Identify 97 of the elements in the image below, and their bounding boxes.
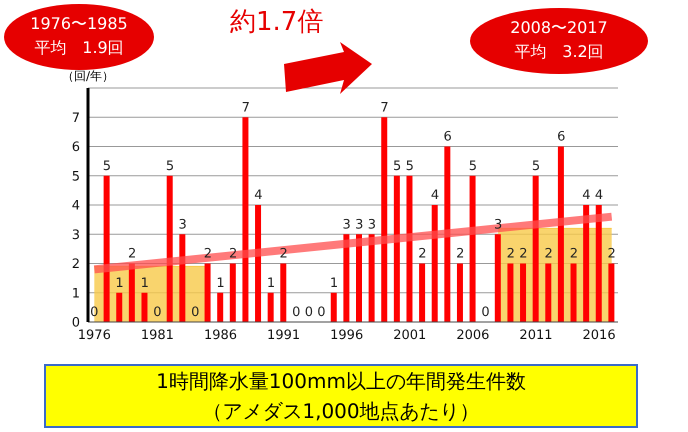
bar <box>444 146 450 322</box>
data-label: 0 <box>481 305 490 320</box>
x-tick-label: 1976 <box>78 328 111 344</box>
bar <box>242 117 248 322</box>
data-label: 4 <box>430 188 440 203</box>
bar <box>406 176 412 322</box>
data-label: 4 <box>582 188 591 203</box>
data-label: 1 <box>330 276 338 291</box>
bar <box>570 264 577 322</box>
y-tick-label: 1 <box>72 286 80 302</box>
data-label: 1 <box>115 276 124 291</box>
x-tick-label: 2006 <box>456 328 490 344</box>
data-label: 2 <box>608 246 616 262</box>
data-label: 2 <box>506 246 515 262</box>
data-label: 0 <box>191 305 200 320</box>
y-tick-label: 7 <box>72 110 80 126</box>
y-tick-label: 0 <box>72 316 80 331</box>
bar <box>230 264 236 322</box>
bar <box>343 234 350 322</box>
data-label: 5 <box>102 158 112 174</box>
bar <box>204 264 211 322</box>
x-tick-label: 1986 <box>204 328 238 344</box>
bar <box>141 292 148 322</box>
y-tick-label: 4 <box>72 198 80 214</box>
bar <box>104 176 110 322</box>
y-axis-title: （回/年） <box>62 68 114 85</box>
bar <box>419 264 426 322</box>
data-label: 0 <box>90 305 98 320</box>
bar <box>545 264 552 322</box>
y-tick-label: 5 <box>72 169 80 184</box>
data-label: 5 <box>166 158 174 174</box>
bar <box>608 264 614 322</box>
bar <box>356 234 362 322</box>
data-label: 2 <box>519 246 528 262</box>
data-label: 2 <box>544 246 553 262</box>
text: 約1.7倍 <box>230 6 324 39</box>
bar <box>268 292 274 322</box>
data-label: 2 <box>128 246 136 262</box>
bar <box>217 292 224 322</box>
data-label: 2 <box>228 246 238 262</box>
data-label: 5 <box>468 158 478 174</box>
data-label: 3 <box>355 217 364 232</box>
data-label: 0 <box>292 305 300 320</box>
x-tick-label: 1991 <box>267 328 300 344</box>
bar <box>583 205 590 322</box>
x-tick-label: 1981 <box>140 328 174 344</box>
bar <box>494 234 501 322</box>
data-label: 3 <box>178 217 187 232</box>
bar <box>166 176 173 322</box>
x-tick-label: 2001 <box>393 328 426 344</box>
bar <box>330 292 337 322</box>
bar <box>470 176 476 322</box>
data-label: 2 <box>570 246 578 262</box>
y-tick-label: 6 <box>72 140 80 156</box>
bar <box>368 234 375 322</box>
data-label: 7 <box>242 100 250 116</box>
y-tick-label: 2 <box>72 257 80 272</box>
bar <box>456 264 463 322</box>
bar <box>520 264 526 322</box>
x-tick-label: 1996 <box>330 328 364 344</box>
data-label: 6 <box>444 130 452 144</box>
data-label: 3 <box>368 217 376 232</box>
y-tick-label: 3 <box>72 228 80 243</box>
data-label: 5 <box>532 158 540 174</box>
data-label: 3 <box>342 217 351 232</box>
bar <box>280 264 286 322</box>
x-tick-label: 2016 <box>582 328 616 344</box>
bar <box>432 205 438 322</box>
data-label: 2 <box>279 246 288 262</box>
data-label: 4 <box>254 188 262 203</box>
data-label: 0 <box>304 305 313 320</box>
bar <box>255 205 262 322</box>
bar <box>179 234 186 322</box>
data-label: 5 <box>406 158 414 174</box>
bar <box>558 146 564 322</box>
bar <box>532 176 539 322</box>
text: 1時間降水量100mm以上の年間発生件数 <box>155 368 527 395</box>
data-label: 5 <box>393 158 402 174</box>
data-label: 2 <box>456 246 464 262</box>
data-label: 0 <box>317 305 326 320</box>
bar <box>116 292 122 322</box>
data-label: 7 <box>380 100 389 116</box>
data-label: 0 <box>153 305 162 320</box>
bar <box>596 205 602 322</box>
bar <box>507 264 514 322</box>
data-label: 2 <box>418 246 427 262</box>
data-label: 4 <box>594 188 604 203</box>
data-label: 1 <box>266 276 276 291</box>
x-tick-label: 2011 <box>519 328 553 344</box>
ellipse-callout: 1976〜1985 平均 1.9回 <box>4 4 154 70</box>
data-label: 6 <box>557 130 566 144</box>
bar <box>381 117 388 322</box>
data-label: 1 <box>216 276 225 291</box>
text: （アメダス1,000地点あたり） <box>201 398 481 425</box>
bar <box>394 176 400 322</box>
ellipse-callout: 2008〜2017 平均 3.2回 <box>470 8 648 74</box>
data-label: 1 <box>140 276 149 291</box>
